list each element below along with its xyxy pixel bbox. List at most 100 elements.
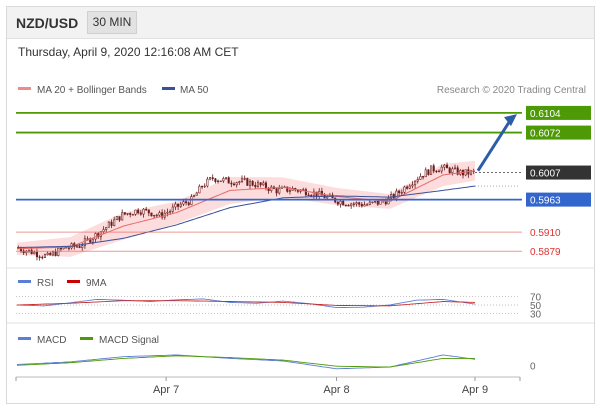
candle-body bbox=[35, 251, 39, 258]
macd-panel: 0 bbox=[16, 354, 536, 372]
candle-body bbox=[113, 219, 116, 226]
candle-body bbox=[368, 201, 371, 205]
resistance-level-tag bbox=[526, 105, 591, 120]
candle-body bbox=[49, 252, 52, 256]
candle-body bbox=[54, 251, 57, 256]
x-tick-label: Apr 7 bbox=[153, 384, 179, 396]
candle-body bbox=[344, 204, 347, 207]
candle-body bbox=[360, 204, 363, 207]
candle-body bbox=[288, 190, 291, 192]
candle-body bbox=[419, 176, 422, 180]
candle-body bbox=[46, 252, 49, 255]
candle-body bbox=[43, 254, 46, 258]
ma50-legend-swatch bbox=[162, 87, 175, 90]
candle-body bbox=[30, 249, 33, 255]
research-credit: Research © 2020 Trading Central bbox=[437, 85, 586, 96]
candle-body bbox=[158, 212, 161, 216]
candle-body bbox=[376, 200, 379, 205]
candle-body bbox=[169, 210, 172, 213]
resistance-level-label: 0.6072 bbox=[530, 129, 561, 140]
current-level-tag bbox=[526, 165, 591, 180]
candle-body bbox=[59, 247, 62, 250]
candle-body bbox=[403, 186, 406, 193]
candle-body bbox=[443, 164, 446, 168]
macd-line bbox=[16, 354, 476, 370]
candle-body bbox=[398, 190, 401, 194]
candle-body bbox=[456, 167, 459, 175]
candle-body bbox=[400, 192, 403, 194]
candle-body bbox=[38, 256, 41, 258]
candle-body bbox=[224, 177, 228, 179]
candle-body bbox=[83, 238, 86, 246]
candle-body bbox=[41, 256, 44, 259]
candle-body bbox=[286, 186, 289, 192]
candle-body bbox=[147, 209, 150, 214]
x-tick-label: Apr 9 bbox=[462, 384, 488, 396]
currency-pair-title: NZD/USD bbox=[16, 15, 79, 31]
candle-body bbox=[342, 200, 345, 206]
rsi-tick-label: 30 bbox=[530, 310, 542, 321]
candle-body bbox=[312, 191, 315, 196]
candle-body bbox=[139, 212, 142, 215]
candle-body bbox=[153, 214, 156, 217]
candle-body bbox=[203, 185, 206, 188]
candle-body bbox=[451, 168, 454, 173]
candle-body bbox=[214, 178, 217, 182]
candle-body bbox=[166, 211, 169, 214]
rsi-legend-label: RSI bbox=[37, 278, 54, 289]
price-panel bbox=[16, 160, 476, 261]
candle-body bbox=[374, 200, 377, 203]
candle-body bbox=[107, 221, 110, 228]
ma9-legend-swatch bbox=[67, 280, 80, 283]
candle-body bbox=[145, 208, 148, 211]
candle-body bbox=[270, 186, 273, 191]
candle-body bbox=[446, 164, 449, 169]
macd-tick-label: 0 bbox=[530, 361, 536, 372]
candle-body bbox=[126, 213, 129, 215]
candle-body bbox=[230, 182, 233, 185]
candle-body bbox=[254, 184, 257, 188]
current-level-label: 0.6007 bbox=[530, 169, 561, 180]
ma50-line bbox=[16, 185, 476, 249]
candle-body bbox=[347, 205, 350, 207]
candle-body bbox=[336, 201, 339, 205]
ma50-legend-label: MA 50 bbox=[180, 85, 209, 96]
ma20-legend-label: MA 20 + Bollinger Bands bbox=[37, 85, 147, 96]
x-axis: Apr 7 Apr 8 Apr 9 bbox=[15, 377, 521, 396]
rsi-tick-label: 70 bbox=[530, 292, 542, 303]
forecast-arrow-shaft bbox=[476, 118, 513, 172]
candle-body bbox=[177, 203, 180, 207]
ma20-line bbox=[16, 170, 476, 250]
rsi-line bbox=[16, 298, 476, 309]
candle-body bbox=[75, 246, 78, 248]
chart-header: NZD/USD 30 MIN bbox=[7, 7, 594, 39]
candle-body bbox=[78, 246, 81, 248]
candle-body bbox=[129, 213, 132, 215]
candle-body bbox=[217, 180, 220, 183]
candle-body bbox=[222, 178, 225, 182]
candle-body bbox=[251, 181, 254, 186]
candle-body bbox=[171, 206, 174, 212]
candle-body bbox=[142, 208, 145, 215]
candle-body bbox=[219, 180, 222, 182]
macd-signal-line bbox=[16, 355, 475, 368]
macd-signal-legend-label: MACD Signal bbox=[99, 335, 159, 346]
candle-body bbox=[424, 169, 427, 178]
candle-body bbox=[243, 178, 246, 180]
timeframe-button[interactable]: 30 MIN bbox=[87, 11, 137, 34]
candle-body bbox=[123, 212, 126, 215]
candle-body bbox=[185, 201, 188, 204]
candle-body bbox=[320, 190, 323, 196]
candle-body bbox=[248, 181, 252, 186]
candle-body bbox=[310, 194, 313, 197]
candle-body bbox=[198, 185, 201, 194]
candle-body bbox=[115, 216, 118, 221]
forecast-arrowhead bbox=[504, 114, 517, 127]
candle-body bbox=[91, 238, 94, 243]
chart-card: NZD/USD 30 MIN Thursday, April 9, 2020 1… bbox=[6, 6, 595, 404]
candle-body bbox=[86, 238, 89, 240]
candle-body bbox=[137, 209, 140, 214]
candle-body bbox=[411, 184, 414, 187]
candle-body bbox=[174, 203, 177, 208]
candle-body bbox=[438, 170, 441, 173]
